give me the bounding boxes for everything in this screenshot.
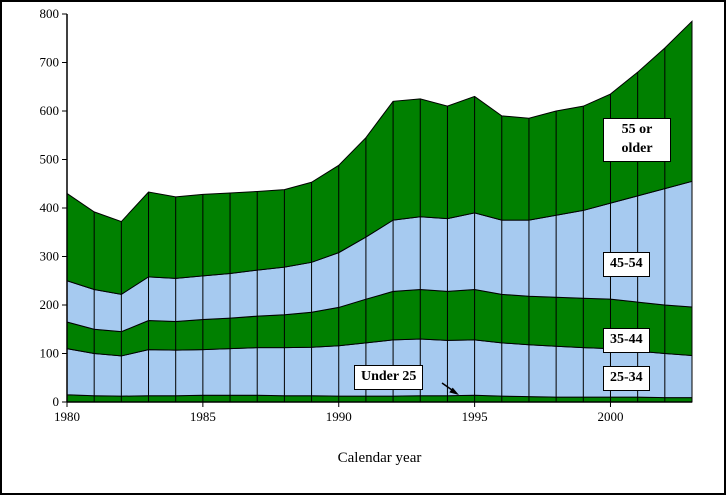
- x-tick-label: 1985: [190, 409, 216, 424]
- y-tick-label: 100: [40, 346, 60, 361]
- y-tick-label: 200: [40, 297, 60, 312]
- x-tick-label: 1980: [54, 409, 80, 424]
- x-tick-label: 1995: [462, 409, 488, 424]
- x-tick-label: 2000: [597, 409, 623, 424]
- annotation-35-44: 35-44: [603, 328, 650, 353]
- y-tick-label: 0: [53, 394, 60, 409]
- annotation-under-25: Under 25: [354, 365, 424, 390]
- y-tick-label: 500: [40, 152, 60, 167]
- y-tick-label: 700: [40, 55, 60, 70]
- annotation-45-54: 45-54: [603, 252, 650, 277]
- x-tick-label: 1990: [326, 409, 352, 424]
- y-tick-label: 600: [40, 103, 60, 118]
- y-tick-label: 800: [40, 6, 60, 21]
- y-tick-label: 400: [40, 200, 60, 215]
- y-tick-label: 300: [40, 249, 60, 264]
- under-25-arrow-head: [449, 387, 459, 395]
- under-25-arrow-line: [441, 382, 453, 391]
- annotation-55-or-older: 55 or older: [603, 118, 671, 162]
- annotation-25-34: 25-34: [603, 366, 650, 391]
- x-axis-title: Calendar year: [337, 450, 422, 466]
